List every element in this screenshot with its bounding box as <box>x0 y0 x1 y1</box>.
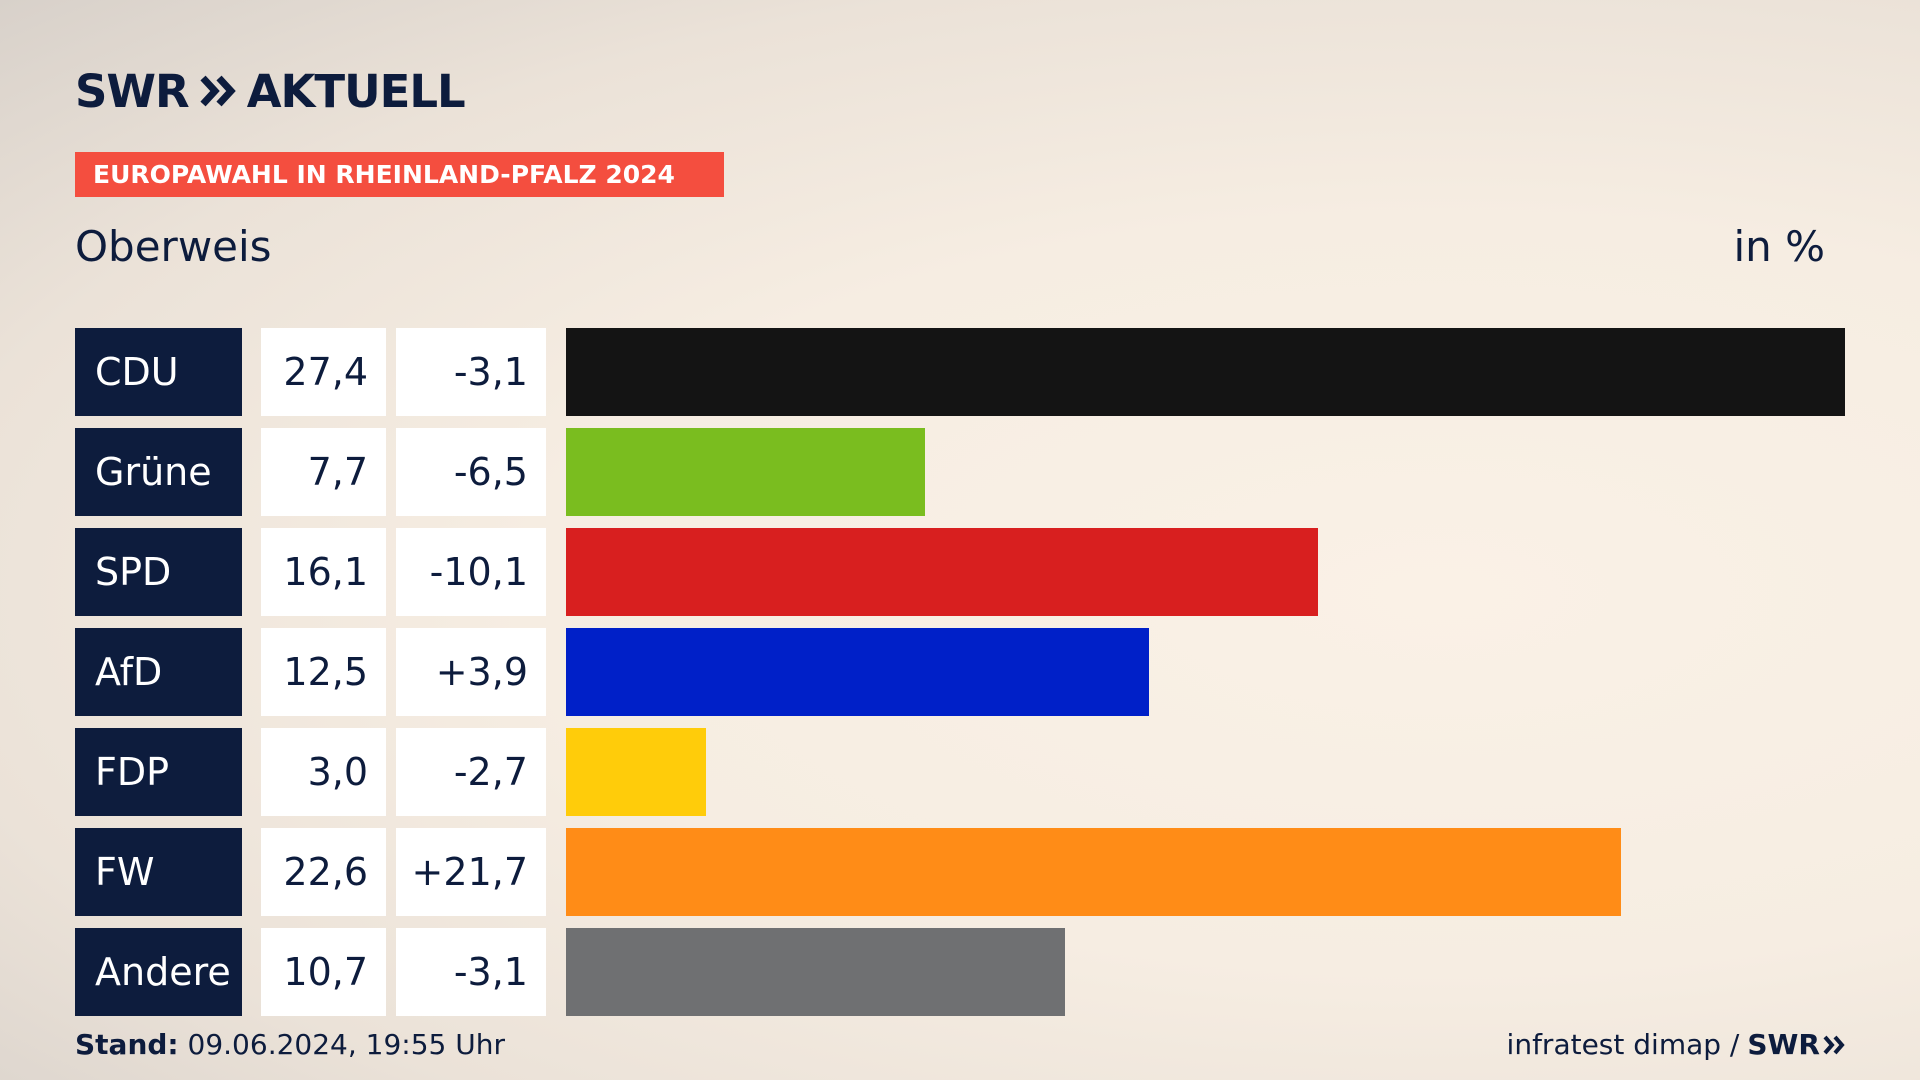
party-label: FDP <box>75 728 242 816</box>
party-label: SPD <box>75 528 242 616</box>
chart-unit: in % <box>1733 222 1825 271</box>
result-row: FDP 3,0 -2,7 <box>75 728 1845 816</box>
party-label: CDU <box>75 328 242 416</box>
result-row: SPD 16,1 -10,1 <box>75 528 1845 616</box>
change-label: -2,7 <box>396 728 546 816</box>
bar <box>566 628 1149 716</box>
change-label: -3,1 <box>396 328 546 416</box>
result-row: Andere 10,7 -3,1 <box>75 928 1845 1016</box>
bar <box>566 528 1318 616</box>
source-swr-logo: SWR <box>1747 1028 1845 1061</box>
source-brand: SWR <box>1747 1028 1820 1061</box>
bar <box>566 928 1065 1016</box>
change-label: +3,9 <box>396 628 546 716</box>
source-label: infratest dimap / <box>1506 1028 1740 1061</box>
results-chart: CDU 27,4 -3,1 Grüne 7,7 -6,5 SPD 16,1 -10,1 AfD 12… <box>75 328 1845 1028</box>
chart-subtitle: Oberweis <box>75 222 272 271</box>
vote-share-label: 22,6 <box>261 828 386 916</box>
source: infratest dimap / SWR <box>1507 1028 1845 1061</box>
bar <box>566 728 706 816</box>
vote-share-label: 12,5 <box>261 628 386 716</box>
vote-share-label: 27,4 <box>261 328 386 416</box>
stand-value: 09.06.2024, 19:55 Uhr <box>187 1028 505 1061</box>
change-label: +21,7 <box>396 828 546 916</box>
timestamp: Stand: 09.06.2024, 19:55 Uhr <box>75 1028 505 1061</box>
vote-share-label: 16,1 <box>261 528 386 616</box>
result-row: Grüne 7,7 -6,5 <box>75 428 1845 516</box>
swr-aktuell-logo: SWR AKTUELL <box>75 64 466 118</box>
party-label: Andere <box>75 928 242 1016</box>
result-row: AfD 12,5 +3,9 <box>75 628 1845 716</box>
bar <box>566 328 1845 416</box>
result-row: FW 22,6 +21,7 <box>75 828 1845 916</box>
party-label: AfD <box>75 628 242 716</box>
vote-share-label: 3,0 <box>261 728 386 816</box>
result-row: CDU 27,4 -3,1 <box>75 328 1845 416</box>
vote-share-label: 10,7 <box>261 928 386 1016</box>
bar <box>566 828 1621 916</box>
logo-brand: SWR <box>75 64 190 118</box>
double-chevron-icon <box>200 75 236 107</box>
stand-label: Stand: <box>75 1028 179 1061</box>
vote-share-label: 7,7 <box>261 428 386 516</box>
election-tag: EUROPAWAHL IN RHEINLAND-PFALZ 2024 <box>75 152 724 197</box>
party-label: Grüne <box>75 428 242 516</box>
change-label: -3,1 <box>396 928 546 1016</box>
bar <box>566 428 925 516</box>
party-label: FW <box>75 828 242 916</box>
change-label: -10,1 <box>396 528 546 616</box>
double-chevron-icon <box>1823 1035 1845 1054</box>
change-label: -6,5 <box>396 428 546 516</box>
logo-name: AKTUELL <box>246 64 466 118</box>
